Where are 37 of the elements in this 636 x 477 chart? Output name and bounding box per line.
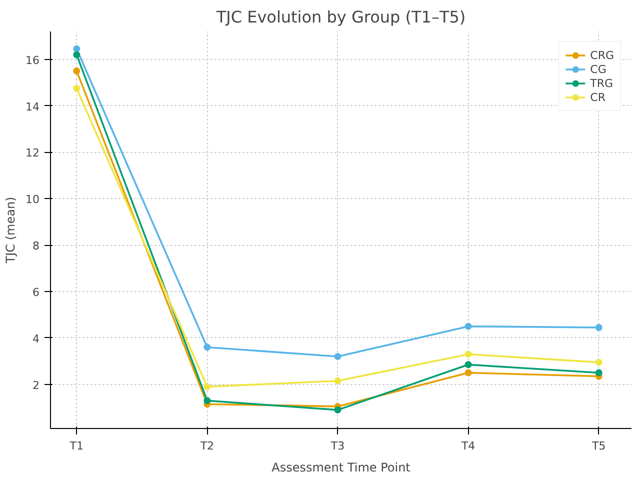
point (464, 350, 472, 358)
legend-label: CR (590, 90, 606, 104)
point (73, 67, 80, 74)
point (204, 383, 211, 390)
point (464, 369, 472, 376)
point (595, 324, 602, 332)
point (73, 84, 80, 92)
y-tick-label: 12 (26, 146, 40, 160)
x-tick-label: T4 (460, 440, 476, 452)
x-tick-label: T1 (68, 440, 84, 452)
x-axis-title: Assessment Time Point (272, 460, 411, 474)
legend-label: CRG (590, 48, 614, 62)
point (464, 322, 472, 330)
y-tick-label: 8 (32, 240, 40, 253)
chart-title: TJC Evolution by Group (T1–T5) (215, 8, 466, 26)
x-tick-label: T3 (330, 440, 345, 452)
legend-label: TRG (590, 76, 614, 90)
x-tick-label: T5 (591, 440, 606, 452)
point (334, 353, 342, 360)
y-tick-label: 4 (32, 332, 40, 346)
y-tick-label: 2 (32, 378, 40, 392)
y-tick-label: 14 (26, 100, 40, 114)
point (595, 369, 602, 376)
y-tick-label: 10 (26, 193, 40, 206)
point (334, 377, 342, 384)
point (334, 406, 342, 414)
y-tick-label: 16 (26, 54, 40, 67)
point (595, 358, 602, 366)
x-tick-label: T2 (199, 440, 214, 452)
point (73, 45, 80, 52)
point (73, 51, 80, 58)
point (204, 397, 211, 404)
point (464, 361, 472, 368)
y-tick-label: 6 (32, 286, 40, 300)
point (204, 344, 211, 351)
y-axis-title: TJC (mean) (4, 196, 18, 264)
legend-label: CG (590, 62, 608, 76)
